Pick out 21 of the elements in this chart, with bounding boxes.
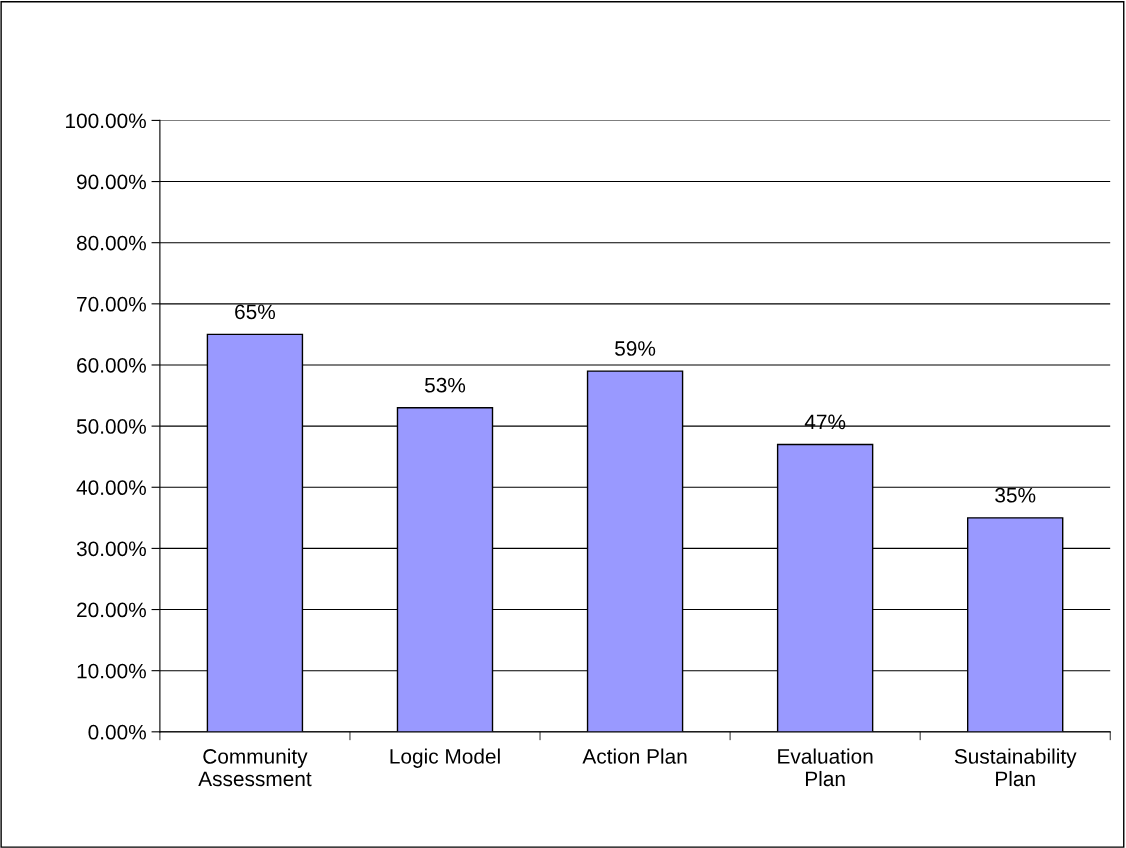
y-tick-label: 90.00% [77, 174, 146, 190]
y-tick-label: 70.00% [77, 296, 146, 312]
data-label: 53% [424, 377, 466, 393]
data-label: 59% [615, 341, 656, 356]
y-tick-label: 30.00% [76, 541, 146, 557]
y-tick-label: 40.00% [76, 480, 146, 496]
data-label: 65% [235, 304, 276, 320]
y-tick-label: 20.00% [77, 602, 146, 618]
y-tick-label: 100.00% [66, 113, 146, 129]
x-tick-label: Logic Model [390, 748, 500, 768]
y-tick-label: 0.00% [88, 724, 146, 740]
x-tick-label: Action Plan [582, 748, 687, 764]
y-tick-label: 50.00% [76, 419, 146, 434]
data-label: 35% [995, 487, 1036, 503]
y-tick-label: 10.00% [77, 663, 146, 679]
y-tick-label: 60.00% [77, 357, 146, 373]
x-tick-label: Community Assessment [198, 748, 312, 787]
data-label: 47% [804, 414, 846, 430]
x-tick-label: Evaluation Plan [778, 748, 873, 787]
y-tick-label: 80.00% [76, 235, 146, 251]
x-tick-label: Sustainability Plan [954, 748, 1077, 787]
